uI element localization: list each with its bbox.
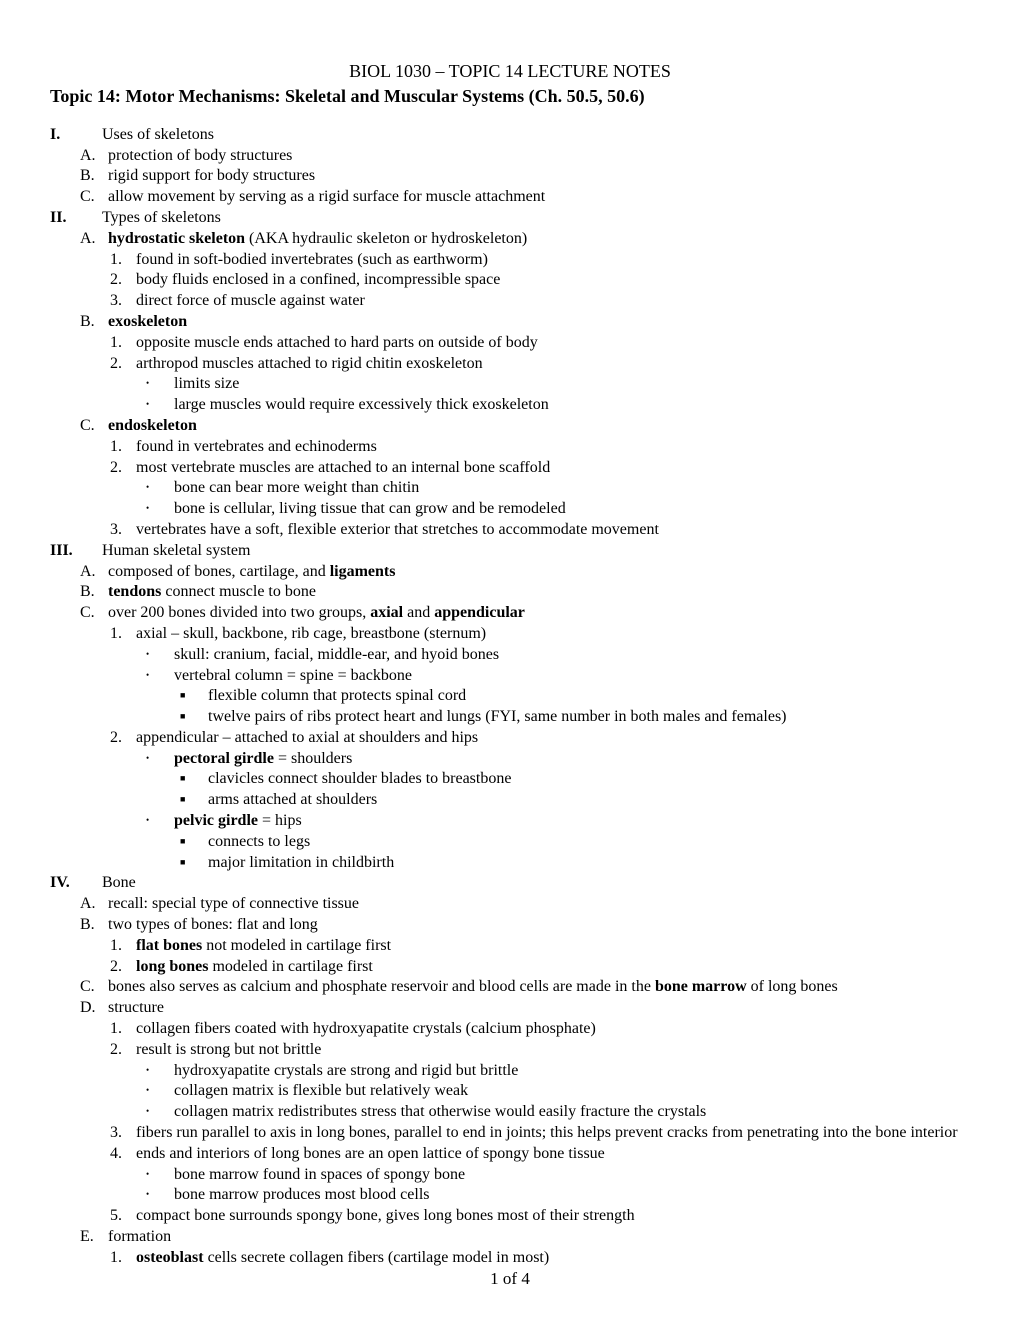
square-item: ■major limitation in childbirth [180,853,970,874]
roman-numeral: IV. [50,873,102,894]
item-IVD3: 3.fibers run parallel to axis in long bo… [110,1123,970,1144]
item-IVB2: 2.long bones modeled in cartilage first [110,957,970,978]
item-IIA2: 2.body fluids enclosed in a confined, in… [110,270,970,291]
item-IIIC: C.over 200 bones divided into two groups… [80,603,970,624]
section-II: II. Types of skeletons [50,208,970,229]
item-IVD1: 1.collagen fibers coated with hydroxyapa… [110,1019,970,1040]
bullet-item: •vertebral column = spine = backbone [146,666,970,687]
square-item: ■arms attached at shoulders [180,790,970,811]
item-IIA1: 1.found in soft-bodied invertebrates (su… [110,250,970,271]
bullet-item: •large muscles would require excessively… [146,395,970,416]
section-label: Uses of skeletons [102,125,970,146]
square-item: ■connects to legs [180,832,970,853]
roman-numeral: II. [50,208,102,229]
item-IVB1: 1.flat bones not modeled in cartilage fi… [110,936,970,957]
bullet-item: •hydroxyapatite crystals are strong and … [146,1061,970,1082]
section-III: III. Human skeletal system [50,541,970,562]
bullet-item: •bone can bear more weight than chitin [146,478,970,499]
item-IC: C.allow movement by serving as a rigid s… [80,187,970,208]
square-item: ■flexible column that protects spinal co… [180,686,970,707]
item-IVD5: 5.compact bone surrounds spongy bone, gi… [110,1206,970,1227]
bullet-item: •pectoral girdle = shoulders [146,749,970,770]
item-IIIB: B.tendons connect muscle to bone [80,582,970,603]
outline-root: I. Uses of skeletons A.protection of bod… [50,125,970,1269]
item-IIA3: 3.direct force of muscle against water [110,291,970,312]
item-IIB1: 1.opposite muscle ends attached to hard … [110,333,970,354]
bullet-item: •bone marrow found in spaces of spongy b… [146,1165,970,1186]
roman-numeral: III. [50,541,102,562]
item-IVD2: 2.result is strong but not brittle [110,1040,970,1061]
section-label: Types of skeletons [102,208,970,229]
item-IB: B.rigid support for body structures [80,166,970,187]
item-IIC3: 3.vertebrates have a soft, flexible exte… [110,520,970,541]
item-IVE1: 1.osteoblast cells secrete collagen fibe… [110,1248,970,1269]
item-IIC2: 2.most vertebrate muscles are attached t… [110,458,970,479]
item-IIB2: 2.arthropod muscles attached to rigid ch… [110,354,970,375]
item-IIIA: A.composed of bones, cartilage, and liga… [80,562,970,583]
bullet-item: •skull: cranium, facial, middle-ear, and… [146,645,970,666]
bullet-item: •bone marrow produces most blood cells [146,1185,970,1206]
bullet-item: •bone is cellular, living tissue that ca… [146,499,970,520]
page-number: 1 of 4 [0,1268,1020,1290]
item-IVE: E.formation [80,1227,970,1248]
item-IIC: C.endoskeleton [80,416,970,437]
item-IA: A.protection of body structures [80,146,970,167]
item-IIIC2: 2.appendicular – attached to axial at sh… [110,728,970,749]
item-IIC1: 1.found in vertebrates and echinoderms [110,437,970,458]
section-label: Human skeletal system [102,541,970,562]
item-IVD: D.structure [80,998,970,1019]
bullet-item: •pelvic girdle = hips [146,811,970,832]
item-IIB: B.exoskeleton [80,312,970,333]
item-IVA: A.recall: special type of connective tis… [80,894,970,915]
bullet-item: •collagen matrix redistributes stress th… [146,1102,970,1123]
section-IV: IV. Bone [50,873,970,894]
square-item: ■twelve pairs of ribs protect heart and … [180,707,970,728]
item-IIA: A.hydrostatic skeleton (AKA hydraulic sk… [80,229,970,250]
bullet-item: •collagen matrix is flexible but relativ… [146,1081,970,1102]
section-label: Bone [102,873,970,894]
roman-numeral: I. [50,125,102,146]
item-IVD4: 4.ends and interiors of long bones are a… [110,1144,970,1165]
item-IIIC1: 1.axial – skull, backbone, rib cage, bre… [110,624,970,645]
course-header: BIOL 1030 – TOPIC 14 LECTURE NOTES [50,60,970,83]
bullet-item: •limits size [146,374,970,395]
item-IVB: B.two types of bones: flat and long [80,915,970,936]
topic-title: Topic 14: Motor Mechanisms: Skeletal and… [50,85,970,108]
section-I: I. Uses of skeletons [50,125,970,146]
item-IVC: C.bones also serves as calcium and phosp… [80,977,970,998]
square-item: ■clavicles connect shoulder blades to br… [180,769,970,790]
